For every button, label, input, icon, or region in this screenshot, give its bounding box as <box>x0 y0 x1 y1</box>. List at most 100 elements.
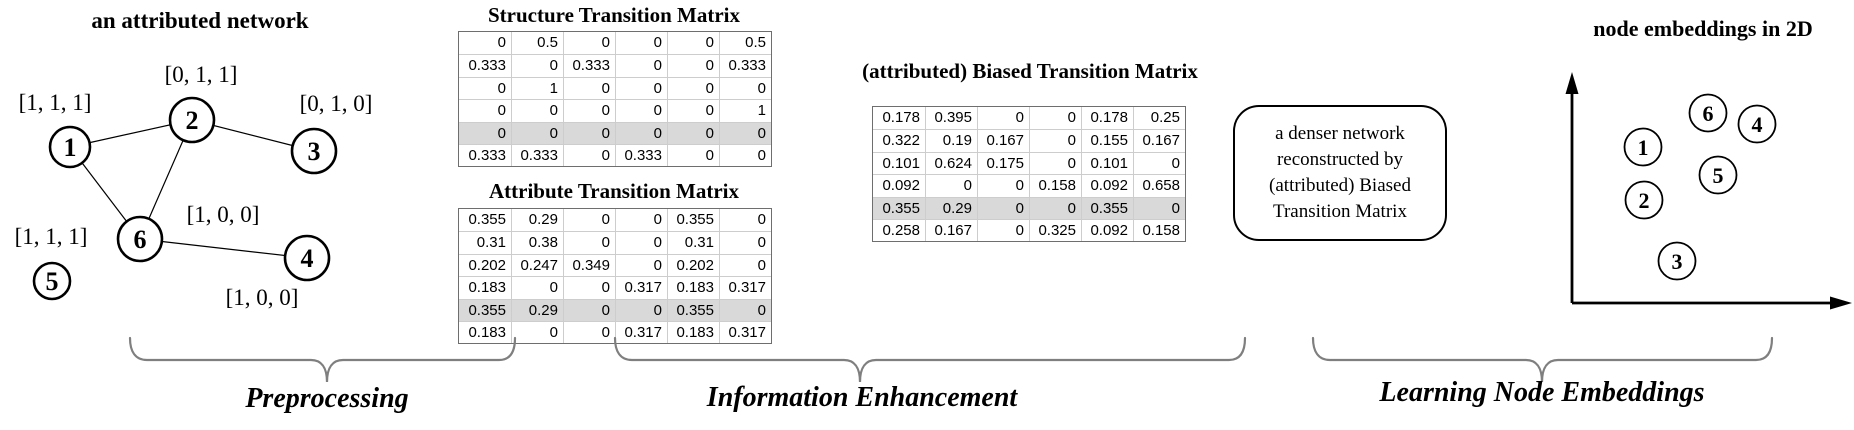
matrix-cell: 0.5 <box>511 32 563 55</box>
matrix-cell: 0 <box>615 32 667 55</box>
graph-node-4 <box>283 234 331 282</box>
matrix-cell: 0.333 <box>459 54 511 76</box>
matrix-cell: 0 <box>615 209 667 232</box>
matrix-cell: 0 <box>615 298 667 321</box>
matrix-cell: 0.155 <box>1081 129 1133 152</box>
matrix-cell: 0.247 <box>511 253 563 277</box>
attribute-transition-matrix: 0.355 0.29 0 0 0.355 0 0.31 0.38 0 0 0.31 0 0.202 0.2… <box>458 208 772 345</box>
y-axis-arrowhead-icon <box>1565 72 1579 94</box>
matrix-cell: 0 <box>511 320 563 344</box>
matrix-cell: 0 <box>615 76 667 100</box>
matrix-cell: 0 <box>563 209 615 232</box>
biased-transition-matrix: 0.178 0.395 0 0 0.178 0.25 0.322 0.19 0.167 0 0.15… <box>872 106 1186 243</box>
matrix-cell: 0.29 <box>511 298 563 321</box>
matrix-cell: 0 <box>667 76 719 100</box>
note-line-3: (attributed) Biased <box>1269 175 1411 196</box>
graph-node-6-label: 6 <box>134 225 147 254</box>
matrix-cell: 0.355 <box>667 209 719 232</box>
matrix-cell: 0.317 <box>615 276 667 299</box>
matrix-cell: 0 <box>977 174 1029 197</box>
node-1-attributes: [1, 1, 1] <box>19 90 92 115</box>
matrix-cell: 0.395 <box>925 107 977 130</box>
embed-node-3-label: 3 <box>1672 249 1683 274</box>
matrix-cell: 0.202 <box>667 253 719 277</box>
matrix-cell: 0.19 <box>925 129 977 152</box>
attribute-matrix-title: Attribute Transition Matrix <box>488 179 740 203</box>
graph-node-6 <box>116 215 164 263</box>
matrix-cell: 0.178 <box>1081 107 1133 130</box>
embed-node-5 <box>1698 155 1738 195</box>
graph-node-4-label: 4 <box>301 244 314 273</box>
node-4-attributes: [1, 0, 0] <box>226 285 299 310</box>
matrix-cell: 0 <box>563 76 615 100</box>
matrix-cell: 0.317 <box>615 320 667 344</box>
matrix-cell: 0 <box>977 107 1029 130</box>
matrix-cell: 0 <box>563 276 615 299</box>
matrix-cell: 0.167 <box>925 218 977 242</box>
structure-matrix-title: Structure Transition Matrix <box>488 3 740 27</box>
matrix-cell: 0 <box>615 253 667 277</box>
matrix-cell: 0 <box>563 298 615 321</box>
matrix-cell: 0.167 <box>977 129 1029 152</box>
matrix-cell: 0.183 <box>667 276 719 299</box>
matrix-cell: 0.29 <box>511 209 563 232</box>
matrix-cell: 0 <box>719 121 771 144</box>
matrix-cell: 0.092 <box>873 174 925 196</box>
graph-node-2 <box>168 96 216 144</box>
matrix-cell: 0 <box>459 76 511 99</box>
matrix-cell: 0.31 <box>459 231 511 253</box>
matrix-cell: 0.355 <box>468 211 506 228</box>
matrix-cell: 0 <box>563 99 615 122</box>
matrix-cell: 0 <box>497 34 506 51</box>
x-axis-arrowhead-icon <box>1830 296 1852 310</box>
matrix-cell: 0 <box>1029 196 1081 219</box>
matrix-cell: 1 <box>719 99 771 122</box>
node-2-attributes: [0, 1, 1] <box>165 62 238 87</box>
matrix-cell: 0 <box>459 121 511 144</box>
note-line-2: reconstructed by <box>1276 149 1404 170</box>
matrix-cell: 0.5 <box>719 32 771 55</box>
matrix-cell: 0.333 <box>563 54 615 77</box>
embed-node-1 <box>1623 127 1663 167</box>
matrix-cell: 0 <box>925 174 977 197</box>
attributed-network-graph: 1 2 3 4 5 6 [1, 1, 1] [0, 1, 1] [0, 1, 0… <box>15 62 373 310</box>
matrix-cell: 0 <box>511 276 563 299</box>
matrix-cell: 0 <box>1029 107 1081 130</box>
matrix-cell: 0 <box>719 253 771 277</box>
matrix-cell: 0.325 <box>1029 218 1081 242</box>
edge-6-4 <box>139 238 308 259</box>
matrix-cell: 0.38 <box>511 231 563 254</box>
stage-learning-node-embeddings-label: Learning Node Embeddings <box>1379 377 1705 408</box>
matrix-cell: 0.258 <box>873 218 925 241</box>
embed-node-1-label: 1 <box>1638 135 1649 160</box>
matrix-cell: 0.349 <box>563 253 615 277</box>
matrix-cell: 0 <box>667 54 719 77</box>
matrix-cell: 0.101 <box>873 151 925 174</box>
graph-node-1 <box>48 125 92 169</box>
matrix-cell: 0 <box>667 99 719 122</box>
matrix-cell: 0.092 <box>1081 174 1133 197</box>
matrix-cell: 0.167 <box>1133 129 1185 152</box>
matrix-cell: 0 <box>563 143 615 167</box>
matrix-cell: 1 <box>511 76 563 100</box>
matrix-cell: 0 <box>1029 129 1081 152</box>
preprocessing-brace <box>128 336 517 383</box>
matrix-cell: 0 <box>511 121 563 144</box>
note-line-1: a denser network <box>1275 123 1405 144</box>
matrix-cell: 0.101 <box>1081 151 1133 175</box>
embed-node-5-label: 5 <box>1713 163 1724 188</box>
matrix-cell: 0.25 <box>1133 107 1185 130</box>
matrix-cell: 0 <box>719 298 771 321</box>
embed-node-2-label: 2 <box>1639 188 1650 213</box>
matrix-cell: 0 <box>1029 151 1081 175</box>
matrix-cell: 0.317 <box>719 320 771 344</box>
matrix-cell: 0.333 <box>719 54 771 77</box>
node-3-attributes: [0, 1, 0] <box>300 91 373 116</box>
embed-node-4 <box>1737 104 1777 144</box>
stage-information-enhancement-label: Information Enhancement <box>706 382 1018 413</box>
matrix-cell: 0 <box>563 32 615 55</box>
matrix-cell: 0.322 <box>873 129 925 151</box>
matrix-cell: 0 <box>719 231 771 254</box>
matrix-cell: 0 <box>977 196 1029 219</box>
denser-network-note: a denser network reconstructed by (attri… <box>1233 105 1447 241</box>
